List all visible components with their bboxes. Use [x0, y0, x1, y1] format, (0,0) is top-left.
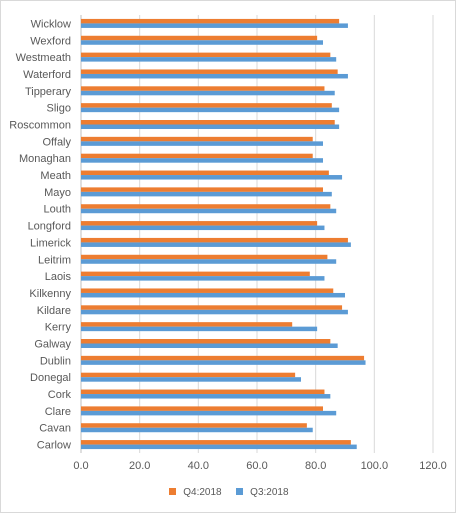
bar-q4-kerry	[81, 322, 293, 327]
category-label-mayo: Mayo	[44, 187, 71, 199]
category-label-kildare: Kildare	[37, 305, 71, 317]
legend: Q4:2018 Q3:2018	[1, 487, 456, 498]
bar-q4-waterford	[81, 69, 338, 74]
x-tick-label-4: 80.0	[305, 460, 326, 472]
category-label-waterford: Waterford	[23, 69, 71, 81]
bar-q4-leitrim	[81, 254, 328, 260]
bar-q3-waterford	[81, 73, 348, 79]
legend-swatch-q4	[169, 488, 177, 495]
category-label-meath: Meath	[40, 170, 71, 182]
bar-q3-laois	[81, 276, 325, 281]
bar-q4-tipperary	[81, 86, 325, 91]
legend-item-q4: Q4:2018	[169, 487, 222, 498]
bar-q4-offaly	[81, 136, 313, 142]
bar-q3-limerick	[81, 242, 351, 247]
bar-q3-monaghan	[81, 158, 323, 163]
bar-q4-wexford	[81, 35, 318, 41]
x-tick-label-1: 20.0	[129, 460, 150, 472]
bar-q4-donegal	[81, 372, 296, 378]
bar-q3-roscommon	[81, 124, 340, 129]
category-label-laois: Laois	[45, 271, 72, 283]
category-label-louth: Louth	[43, 204, 71, 216]
bar-chart: 0.0 20.0 40.0 60.0 80.0 100.0 120.0 Wicklow Wexf…	[9, 15, 447, 472]
category-label-kilkenny: Kilkenny	[29, 288, 71, 300]
bar-q4-longford	[81, 221, 318, 226]
x-tick-label-0: 0.0	[73, 460, 88, 472]
x-tick-label-6: 120.0	[419, 460, 447, 472]
bar-q4-roscommon	[81, 120, 335, 125]
bar-q3-carlow	[81, 444, 357, 450]
bar-q3-louth	[81, 208, 337, 214]
category-label-kerry: Kerry	[45, 322, 72, 334]
category-label-donegal: Donegal	[30, 372, 71, 384]
bar-q3-wexford	[81, 40, 323, 45]
bar-q3-tipperary	[81, 90, 335, 96]
bar-q3-donegal	[81, 377, 301, 382]
category-label-wexford: Wexford	[30, 35, 71, 47]
bar-q3-cavan	[81, 427, 313, 433]
x-tick-label-5: 100.0	[361, 460, 389, 472]
category-label-leitrim: Leitrim	[38, 254, 71, 266]
x-tick-label-2: 40.0	[188, 460, 209, 472]
bar-q4-limerick	[81, 237, 348, 243]
bar-q4-cork	[81, 389, 325, 395]
bar-q4-kildare	[81, 305, 343, 310]
bar-q4-mayo	[81, 187, 323, 192]
bar-q3-galway	[81, 343, 338, 348]
category-label-longford: Longford	[28, 221, 71, 233]
bar-q3-kerry	[81, 326, 318, 332]
bar-q3-kildare	[81, 309, 348, 315]
bar-q3-dublin	[81, 360, 366, 365]
category-label-cavan: Cavan	[39, 423, 71, 435]
category-label-clare: Clare	[45, 406, 71, 418]
bar-q3-meath	[81, 175, 343, 180]
category-label-galway: Galway	[34, 339, 71, 351]
bar-q3-offaly	[81, 141, 323, 146]
category-label-sligo: Sligo	[47, 103, 71, 115]
bar-q4-meath	[81, 170, 329, 176]
x-tick-label-3: 60.0	[246, 460, 267, 472]
legend-label-q3: Q3:2018	[250, 487, 289, 498]
legend-item-q3: Q3:2018	[236, 487, 289, 498]
bar-q3-westmeath	[81, 57, 337, 62]
bar-q4-carlow	[81, 440, 351, 445]
category-label-limerick: Limerick	[30, 237, 71, 249]
bar-q3-wicklow	[81, 23, 348, 28]
bar-q4-laois	[81, 271, 310, 277]
bar-q3-cork	[81, 394, 331, 399]
category-label-monaghan: Monaghan	[19, 153, 71, 165]
bar-q3-sligo	[81, 107, 340, 113]
legend-swatch-q3	[236, 488, 244, 495]
category-label-offaly: Offaly	[42, 136, 71, 148]
bar-q4-galway	[81, 339, 331, 344]
category-label-cork: Cork	[48, 389, 72, 401]
bar-q3-kilkenny	[81, 292, 345, 298]
category-label-dublin: Dublin	[40, 355, 71, 367]
bar-q4-westmeath	[81, 52, 331, 58]
bar-q3-mayo	[81, 191, 332, 197]
bar-q3-leitrim	[81, 259, 337, 264]
bar-q4-kilkenny	[81, 288, 334, 293]
bar-q4-clare	[81, 406, 323, 411]
bar-q4-monaghan	[81, 153, 313, 159]
category-label-tipperary: Tipperary	[25, 86, 72, 98]
bar-q4-sligo	[81, 103, 332, 108]
legend-label-q4: Q4:2018	[183, 487, 222, 498]
category-label-roscommon: Roscommon	[9, 120, 71, 132]
bar-q4-cavan	[81, 423, 307, 428]
bar-q4-dublin	[81, 355, 365, 361]
bar-q3-clare	[81, 410, 337, 416]
bar-q3-longford	[81, 225, 325, 231]
category-label-westmeath: Westmeath	[16, 52, 71, 64]
category-label-carlow: Carlow	[37, 440, 71, 452]
bar-q4-louth	[81, 204, 331, 209]
category-label-wicklow: Wicklow	[31, 18, 71, 30]
bar-q4-wicklow	[81, 18, 340, 24]
